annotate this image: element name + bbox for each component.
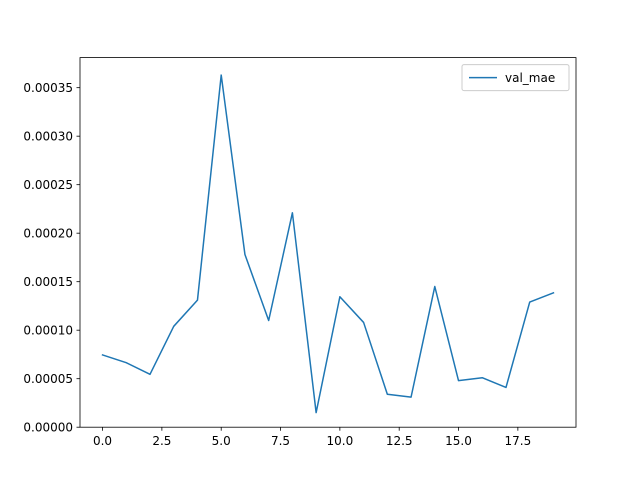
y-tick-label: 0.00010: [23, 323, 73, 337]
y-tick-label: 0.00020: [23, 226, 73, 240]
x-axis: 0.0 2.5 5.0 7.5 10.0 12.5 15.0 17.5: [93, 427, 531, 448]
y-axis: 0.00000 0.00005 0.00010 0.00015 0.00020 0.000…: [23, 81, 80, 434]
x-tick-label: 17.5: [504, 434, 531, 448]
legend-label: val_mae: [505, 71, 555, 85]
y-tick-label: 0.00035: [23, 81, 73, 95]
legend: val_mae: [461, 64, 570, 92]
y-tick-label: 0.00025: [23, 178, 73, 192]
y-tick-label: 0.00000: [23, 420, 73, 434]
x-tick-label: 2.5: [152, 434, 171, 448]
x-tick-label: 10.0: [327, 434, 354, 448]
plot-frame: [79, 57, 577, 428]
series-line-val-mae: [101, 74, 555, 414]
y-tick-label: 0.00030: [23, 129, 73, 143]
x-tick-label: 0.0: [93, 434, 112, 448]
x-tick-label: 7.5: [271, 434, 290, 448]
y-tick-label: 0.00015: [23, 275, 73, 289]
x-tick-label: 5.0: [212, 434, 231, 448]
x-tick-label: 12.5: [386, 434, 413, 448]
y-tick-label: 0.00005: [23, 372, 73, 386]
x-tick-label: 15.0: [445, 434, 472, 448]
legend-box: [461, 64, 570, 92]
